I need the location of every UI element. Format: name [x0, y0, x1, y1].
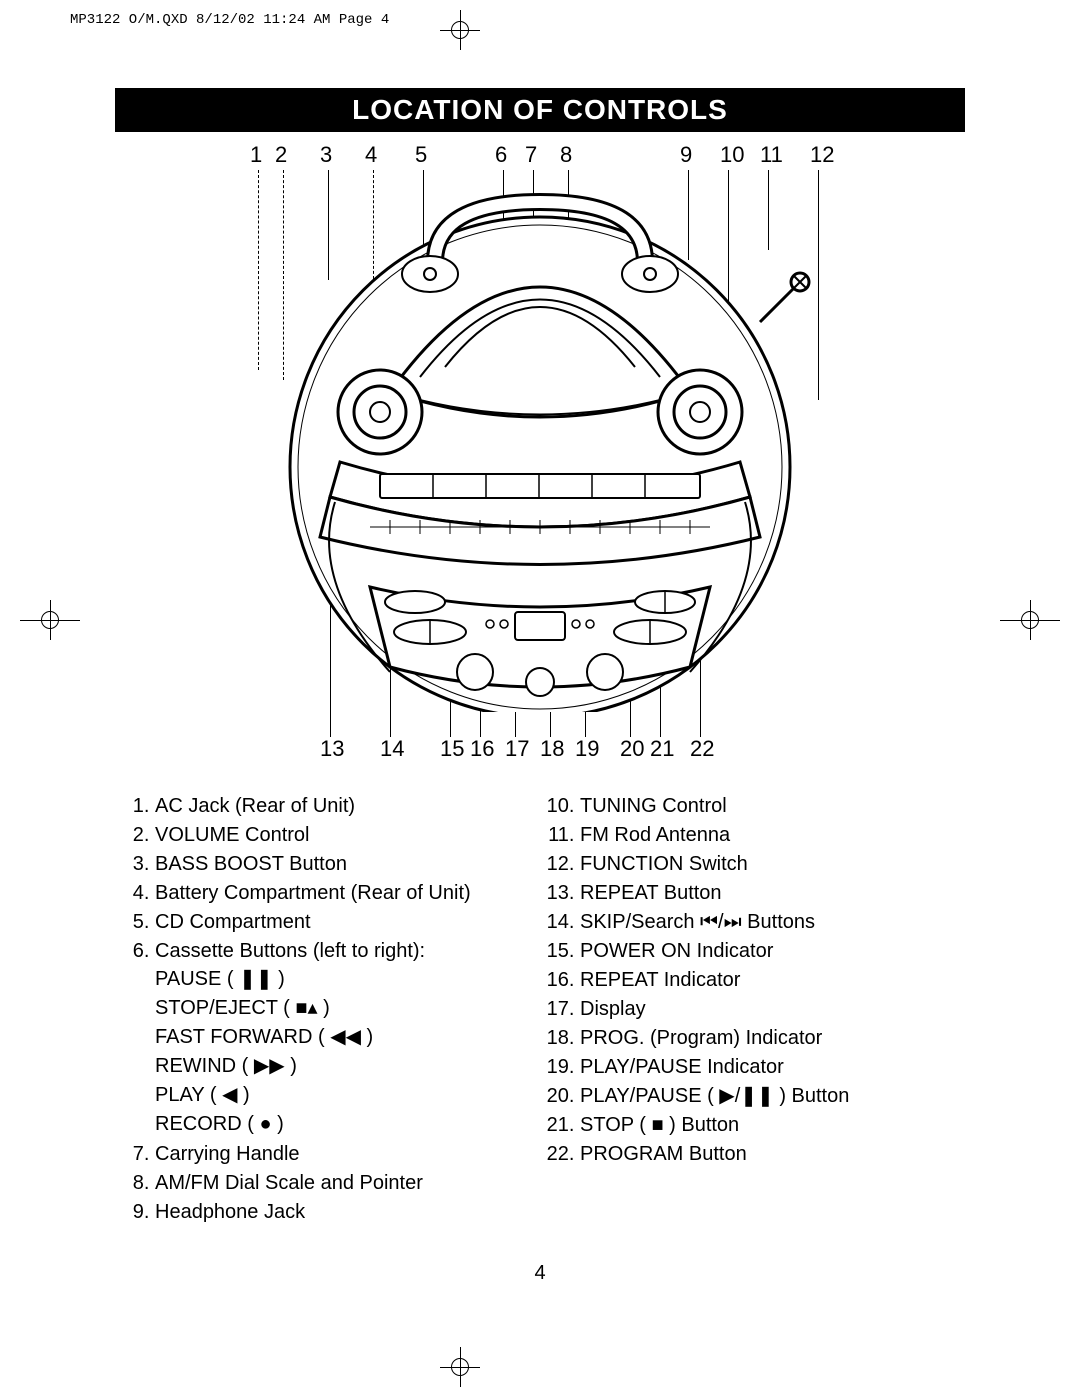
controls-diagram: 123456789101112 13141516171819202122 [190, 142, 890, 762]
legend-item: FUNCTION Switch [580, 850, 965, 879]
legend-item: STOP ( ■ ) Button [580, 1111, 965, 1140]
crop-mark-right [1000, 600, 1060, 640]
print-header: MP3122 O/M.QXD 8/12/02 11:24 AM Page 4 [0, 0, 1080, 28]
legend-subitem: PLAY ( ◀ ) [155, 1081, 540, 1110]
callout-num-6: 6 [495, 142, 507, 168]
crop-mark-top [440, 10, 480, 50]
legend-item: Battery Compartment (Rear of Unit) [155, 879, 540, 908]
callout-num-5: 5 [415, 142, 427, 168]
legend-item: REPEAT Button [580, 879, 965, 908]
legend-item: Carrying Handle [155, 1140, 540, 1169]
callout-num-9: 9 [680, 142, 692, 168]
legend-item: BASS BOOST Button [155, 850, 540, 879]
legend-item: AM/FM Dial Scale and Pointer [155, 1169, 540, 1198]
legend-subitem: STOP/EJECT ( ■▴ ) [155, 994, 540, 1023]
crop-mark-left [20, 600, 80, 640]
callout-num-14: 14 [380, 736, 404, 762]
legend: AC Jack (Rear of Unit)VOLUME ControlBASS… [115, 792, 965, 1227]
legend-item: POWER ON Indicator [580, 937, 965, 966]
legend-item: AC Jack (Rear of Unit) [155, 792, 540, 821]
callout-num-2: 2 [275, 142, 287, 168]
legend-item: Headphone Jack [155, 1198, 540, 1227]
callout-num-7: 7 [525, 142, 537, 168]
callout-num-8: 8 [560, 142, 572, 168]
callout-num-21: 21 [650, 736, 674, 762]
page-number: 4 [0, 1262, 1080, 1285]
legend-item: REPEAT Indicator [580, 966, 965, 995]
callout-num-12: 12 [810, 142, 834, 168]
legend-item: Display [580, 995, 965, 1024]
callout-num-17: 17 [505, 736, 529, 762]
legend-item: PLAY/PAUSE Indicator [580, 1053, 965, 1082]
legend-subitem: REWIND ( ▶▶ ) [155, 1052, 540, 1081]
legend-item: PROG. (Program) Indicator [580, 1024, 965, 1053]
legend-item: Cassette Buttons (left to right):PAUSE (… [155, 937, 540, 1140]
legend-subitem: FAST FORWARD ( ◀◀ ) [155, 1023, 540, 1052]
legend-item: PROGRAM Button [580, 1140, 965, 1169]
legend-right-column: TUNING ControlFM Rod AntennaFUNCTION Swi… [540, 792, 965, 1227]
legend-item: PLAY/PAUSE ( ▶/❚❚ ) Button [580, 1082, 965, 1111]
callout-num-20: 20 [620, 736, 644, 762]
boombox-illustration [260, 192, 820, 712]
callout-num-22: 22 [690, 736, 714, 762]
crop-mark-bottom [440, 1347, 480, 1387]
legend-item: SKIP/Search ⏮/⏭ Buttons [580, 908, 965, 937]
callout-num-18: 18 [540, 736, 564, 762]
legend-left-column: AC Jack (Rear of Unit)VOLUME ControlBASS… [115, 792, 540, 1227]
legend-item: FM Rod Antenna [580, 821, 965, 850]
legend-item: VOLUME Control [155, 821, 540, 850]
legend-item: TUNING Control [580, 792, 965, 821]
callout-num-4: 4 [365, 142, 377, 168]
callout-num-13: 13 [320, 736, 344, 762]
legend-subitem: PAUSE ( ❚❚ ) [155, 965, 540, 994]
legend-item: CD Compartment [155, 908, 540, 937]
callout-num-10: 10 [720, 142, 744, 168]
callout-num-15: 15 [440, 736, 464, 762]
section-title: LOCATION OF CONTROLS [115, 88, 965, 132]
callout-num-11: 11 [760, 142, 783, 168]
callout-num-3: 3 [320, 142, 332, 168]
callout-num-16: 16 [470, 736, 494, 762]
callout-num-19: 19 [575, 736, 599, 762]
callout-num-1: 1 [250, 142, 262, 168]
legend-subitem: RECORD ( ● ) [155, 1110, 540, 1139]
